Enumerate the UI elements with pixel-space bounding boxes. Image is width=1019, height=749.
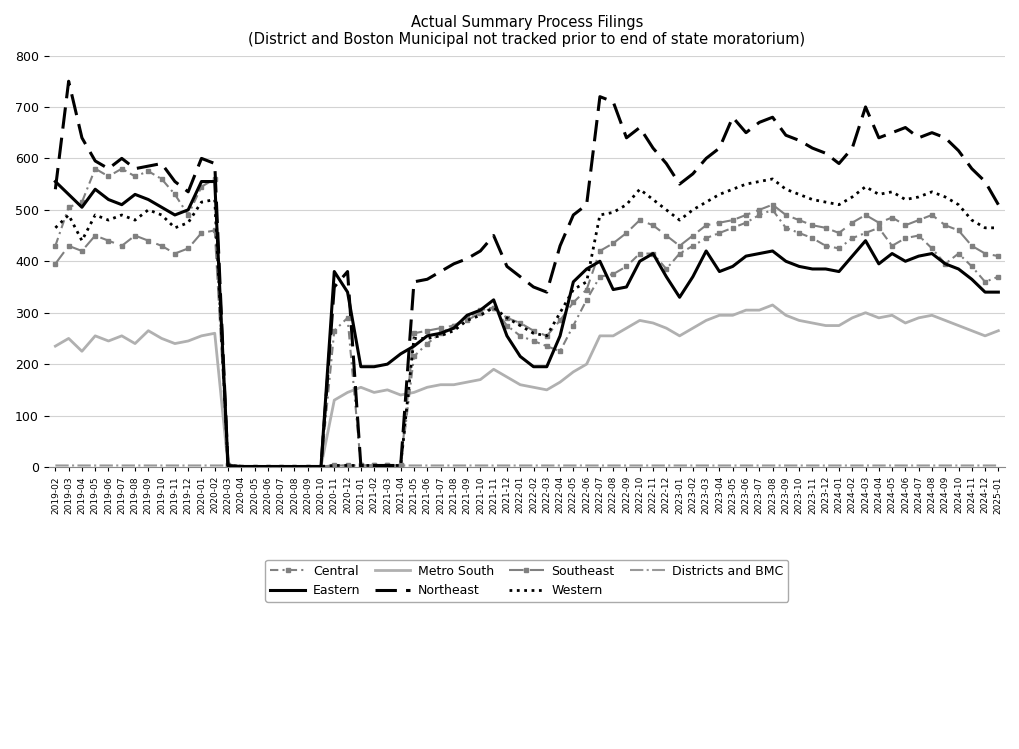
Title: Actual Summary Process Filings
(District and Boston Municipal not tracked prior : Actual Summary Process Filings (District…: [248, 15, 805, 47]
Legend: Central, Eastern, Metro South, Northeast, Southeast, Western, Districts and BMC: Central, Eastern, Metro South, Northeast…: [265, 560, 788, 602]
